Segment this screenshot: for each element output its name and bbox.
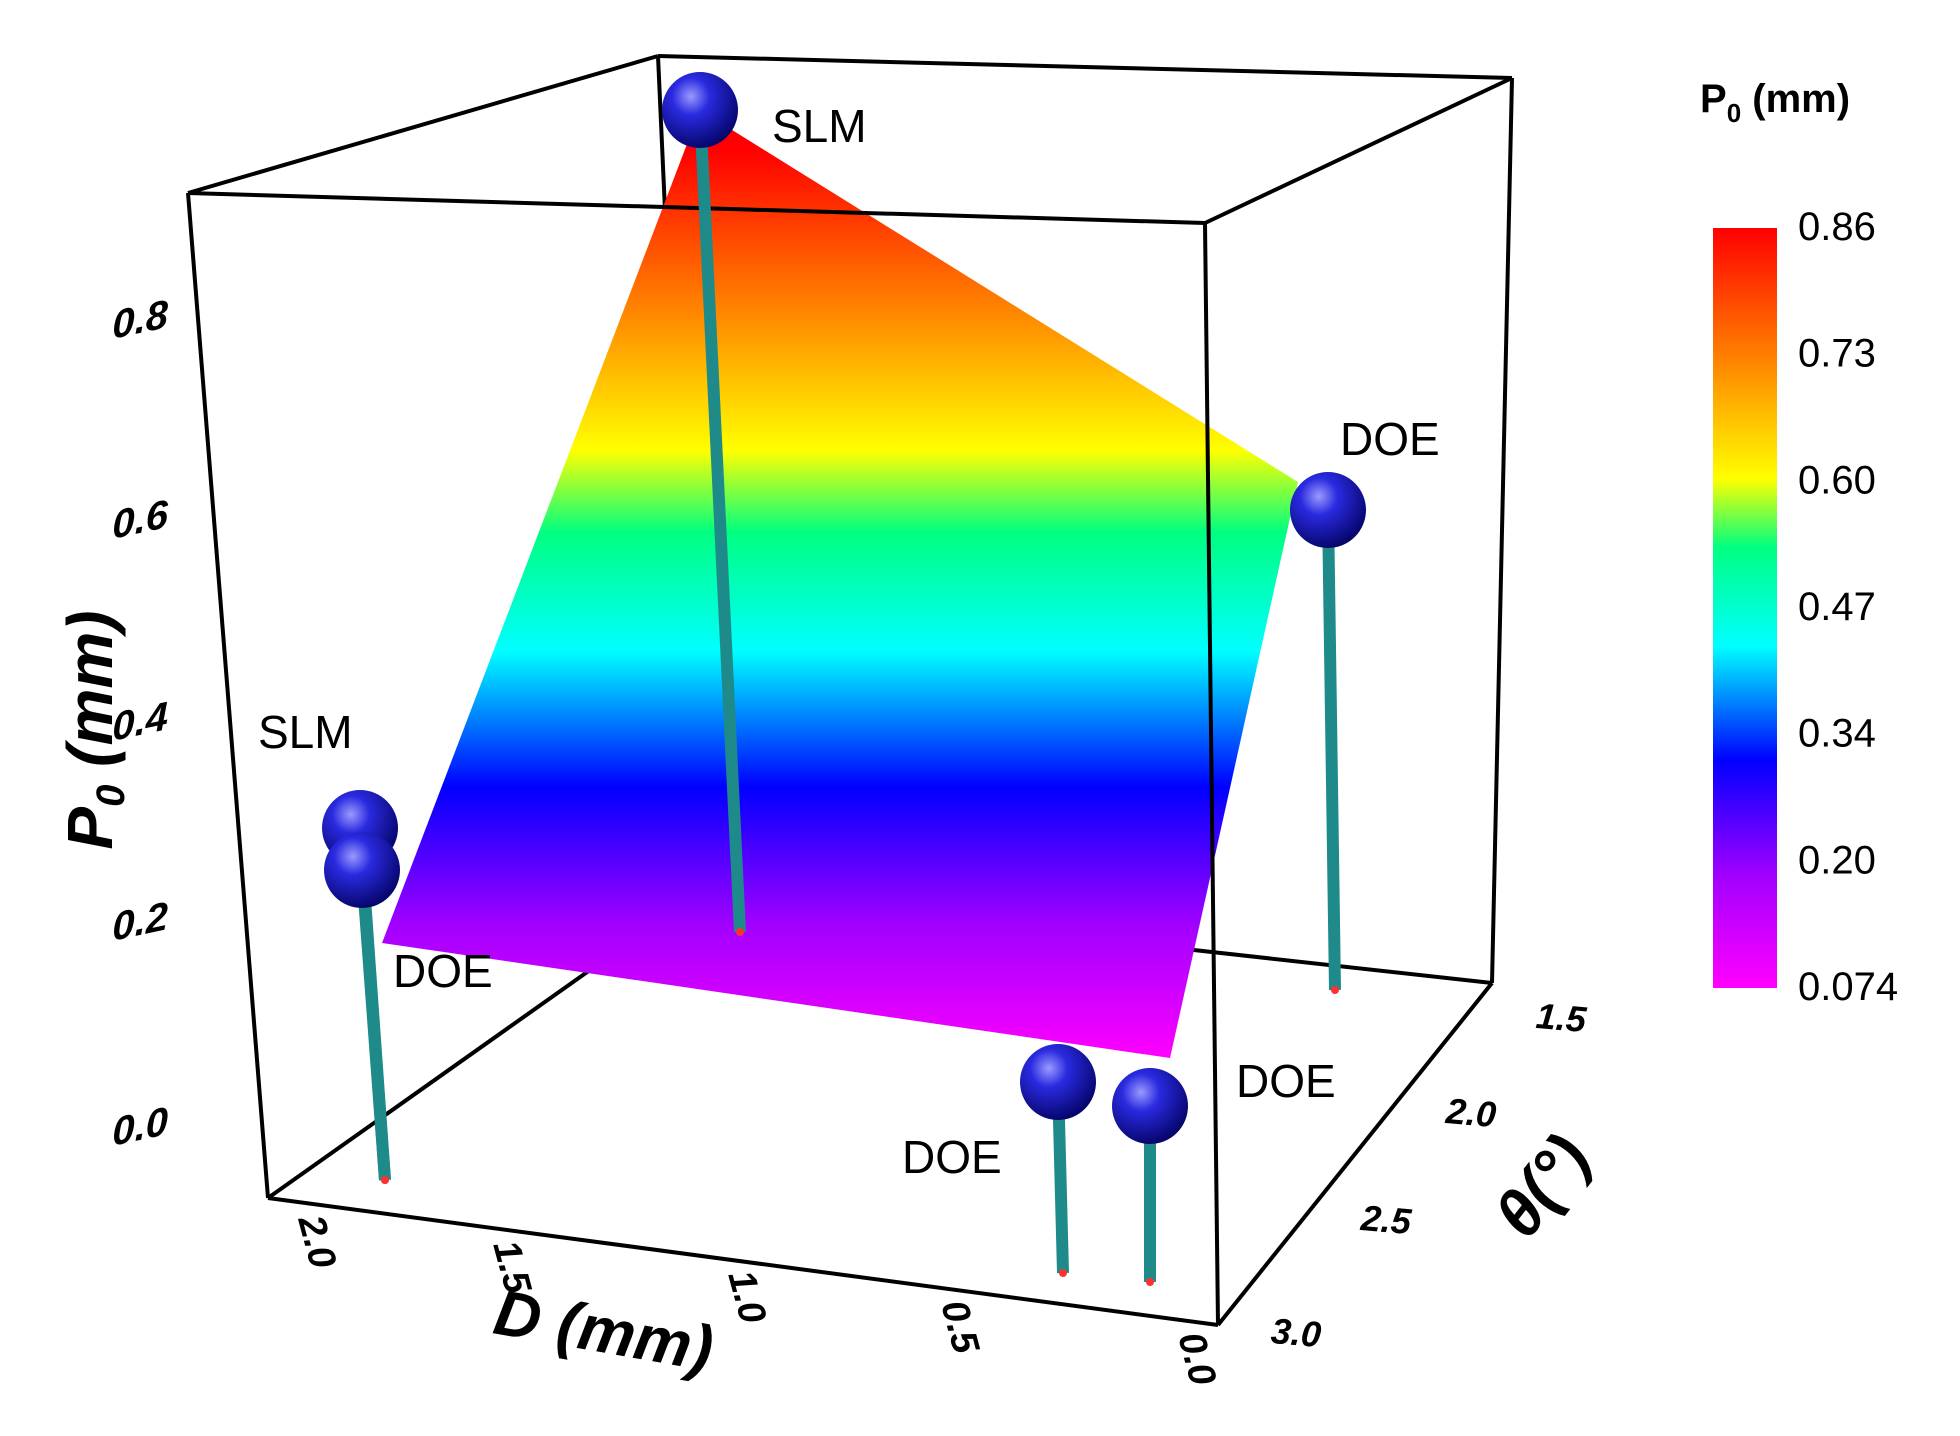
frame-edge xyxy=(657,54,1513,80)
point-label: SLM xyxy=(772,100,867,152)
frame-edge xyxy=(267,1196,1219,1327)
frame-front xyxy=(186,54,1514,1327)
z-axis-title-sub: 0 xyxy=(89,785,133,807)
svg-text:θ(°): θ(°) xyxy=(1480,1121,1604,1251)
frame-edge xyxy=(1216,981,1494,1327)
point-label: SLM xyxy=(258,706,353,758)
colorbar-title-unit: (mm) xyxy=(1741,77,1850,121)
z-tick-label: 0.0 xyxy=(112,1097,168,1154)
colorbar-tick-label: 0.074 xyxy=(1798,965,1898,1009)
colorbar-tick-label: 0.73 xyxy=(1798,332,1876,376)
y-tick-label: 2.5 xyxy=(1358,1197,1413,1242)
z-tick-label: 0.6 xyxy=(112,490,168,547)
y-tick-label: 2.0 xyxy=(1443,1090,1497,1135)
y-tick: 3.0 xyxy=(1269,1310,1322,1355)
x-axis: 2.0 1.5 1.0 0.5 0.0 D (mm) xyxy=(289,1210,1224,1390)
x-tick-label: 0.5 xyxy=(932,1296,986,1359)
z-tick-label: 0.2 xyxy=(112,892,168,949)
z-tick: 0.0 xyxy=(112,1097,168,1154)
point-base-marker xyxy=(736,928,744,936)
data-points xyxy=(322,72,1366,1286)
point-sphere xyxy=(1290,472,1366,548)
x-axis-title-text: D (mm) xyxy=(489,1276,719,1385)
colorbar-tick-label: 0.20 xyxy=(1798,838,1876,882)
z-axis-title-unit: (mm) xyxy=(54,610,126,784)
colorbar: P0 (mm) 0.86 0.73 0.60 0.47 0.34 0.20 0.074 xyxy=(1700,77,1898,1009)
z-tick: 0.8 xyxy=(112,290,168,347)
colorbar-tick-label: 0.86 xyxy=(1798,205,1876,249)
frame-edge xyxy=(1490,77,1514,984)
colorbar-tick-label: 0.60 xyxy=(1798,458,1876,502)
point-base-marker xyxy=(381,1176,389,1184)
point-base-marker xyxy=(1059,1269,1067,1277)
x-tick: 2.0 xyxy=(289,1210,344,1273)
x-tick-label: 0.0 xyxy=(1169,1328,1223,1390)
point-stem xyxy=(356,869,391,1181)
point-label: DOE xyxy=(393,945,493,997)
point-sphere xyxy=(1112,1068,1188,1144)
y-axis-title: θ(°) xyxy=(1480,1121,1604,1251)
x-tick-label: 1.0 xyxy=(719,1266,773,1328)
x-tick: 1.0 xyxy=(719,1266,773,1328)
x-tick: 0.5 xyxy=(932,1296,986,1359)
x-tick-label: 2.0 xyxy=(289,1210,344,1273)
point-base-marker xyxy=(1146,1278,1154,1286)
point-label: DOE xyxy=(1236,1055,1336,1107)
point-label: DOE xyxy=(902,1131,1002,1183)
point-sphere xyxy=(324,832,400,908)
colorbar-title-main: P xyxy=(1700,77,1727,121)
colorbar-tick-label: 0.47 xyxy=(1798,585,1876,629)
y-tick: 2.0 xyxy=(1443,1090,1497,1135)
y-tick-label: 1.5 xyxy=(1534,995,1588,1040)
point-base-marker xyxy=(1331,986,1339,994)
colorbar-ticks: 0.86 0.73 0.60 0.47 0.34 0.20 0.074 xyxy=(1798,205,1898,1009)
frame-edge xyxy=(186,192,270,1199)
y-tick: 1.5 xyxy=(1534,995,1588,1040)
colorbar-title: P0 (mm) xyxy=(1700,77,1850,128)
y-tick-label: 3.0 xyxy=(1269,1310,1322,1355)
point-label: DOE xyxy=(1340,413,1440,465)
point-labels: SLM SLM DOE DOE DOE DOE xyxy=(258,100,1440,1183)
x-tick: 0.0 xyxy=(1169,1328,1223,1390)
z-tick: 0.2 xyxy=(112,892,168,949)
z-axis-title-main: P xyxy=(54,807,126,850)
point-stem xyxy=(1322,509,1341,991)
z-axis: 0.0 0.2 0.4 0.6 0.8 P0 (mm) xyxy=(54,290,168,1154)
point-sphere xyxy=(1020,1044,1096,1120)
point-sphere xyxy=(662,72,738,148)
z-tick: 0.6 xyxy=(112,490,168,547)
frame-edge xyxy=(187,54,659,195)
z-axis-title: P0 (mm) xyxy=(54,610,133,849)
frame-edge xyxy=(187,191,1206,225)
surface-plane xyxy=(382,110,1298,1058)
colorbar-tick-label: 0.34 xyxy=(1798,712,1876,756)
colorbar-title-sub: 0 xyxy=(1727,98,1741,128)
x-axis-title: D (mm) xyxy=(489,1276,719,1385)
frame-edge xyxy=(1203,222,1220,1326)
colorbar-gradient xyxy=(1713,228,1777,988)
svg-text:P0 (mm): P0 (mm) xyxy=(54,610,133,849)
z-tick-label: 0.8 xyxy=(112,290,168,347)
y-tick: 2.5 xyxy=(1358,1197,1413,1242)
point-stem xyxy=(694,109,746,933)
frame-edge xyxy=(1204,76,1513,225)
